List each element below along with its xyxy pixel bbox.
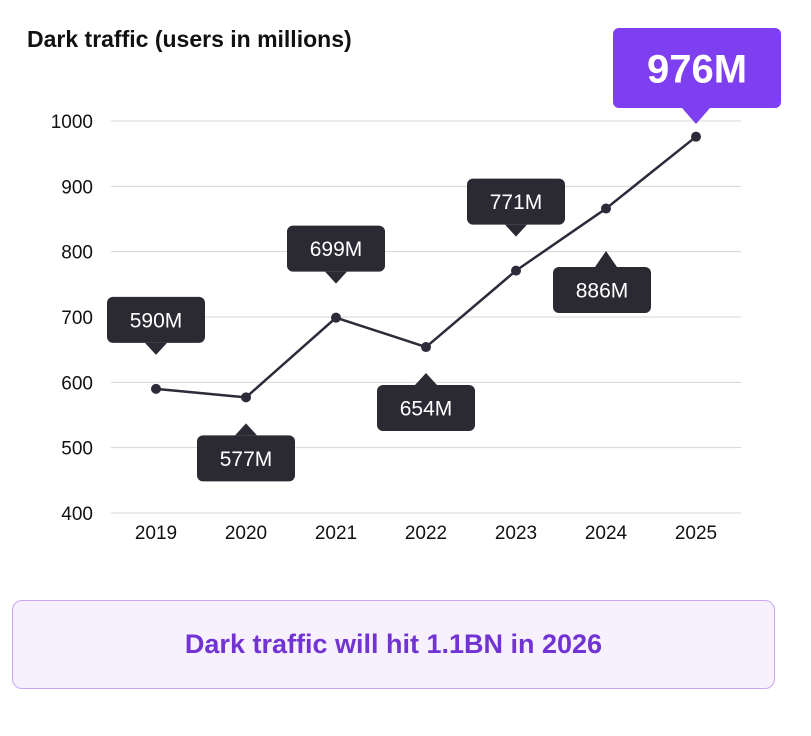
y-tick-label: 1000: [51, 112, 93, 133]
data-label-box: [197, 435, 295, 482]
y-tick-label: 800: [61, 243, 93, 264]
y-tick-label: 400: [61, 504, 93, 525]
data-label-pointer: [325, 271, 347, 284]
y-tick-label: 900: [61, 177, 93, 198]
data-point: [241, 392, 251, 403]
data-point: [421, 342, 431, 353]
x-tick-label: 2019: [135, 523, 177, 544]
line-chart: 400 500 600 700 800 900 1000 2019 2020 2021 2022 20…: [51, 28, 781, 544]
data-point: [511, 265, 521, 276]
data-label-pointer: [235, 423, 257, 436]
data-point: [151, 383, 161, 394]
data-point: [331, 312, 341, 323]
data-label-box: [553, 267, 651, 313]
data-label-pointer: [595, 251, 617, 267]
data-label-pointer: [145, 342, 167, 355]
y-tick-label: 700: [61, 308, 93, 329]
y-tick-label: 500: [61, 439, 93, 460]
data-label-box: [467, 178, 565, 225]
chart-title: Dark traffic (users in millions): [27, 26, 352, 52]
x-tick-label: 2025: [675, 523, 717, 544]
x-tick-label: 2020: [225, 523, 267, 544]
data-point: [691, 131, 701, 142]
data-label: 590M: [130, 309, 183, 332]
data-label-box: [377, 385, 475, 432]
data-label-box: [107, 296, 205, 343]
data-label: 976M: [647, 47, 747, 91]
data-label: 654M: [400, 398, 453, 421]
y-tick-label: 600: [61, 373, 93, 394]
data-label: 699M: [310, 238, 363, 261]
data-label-pointer: [505, 224, 527, 237]
data-label: 577M: [220, 448, 273, 471]
data-label-pointer: [682, 108, 710, 124]
data-point: [601, 203, 611, 214]
forecast-callout-text: Dark traffic will hit 1.1BN in 2026: [184, 629, 603, 659]
data-label-box: [613, 28, 781, 108]
x-tick-label: 2023: [495, 523, 537, 544]
data-label-pointer: [415, 373, 437, 386]
x-tick-label: 2022: [405, 523, 447, 544]
data-label: 886M: [576, 280, 629, 303]
x-tick-label: 2024: [585, 523, 628, 544]
x-tick-label: 2021: [315, 523, 357, 544]
data-label: 771M: [490, 191, 543, 214]
forecast-callout: Dark traffic will hit 1.1BN in 2026: [12, 600, 775, 689]
data-label-box: [287, 225, 385, 272]
